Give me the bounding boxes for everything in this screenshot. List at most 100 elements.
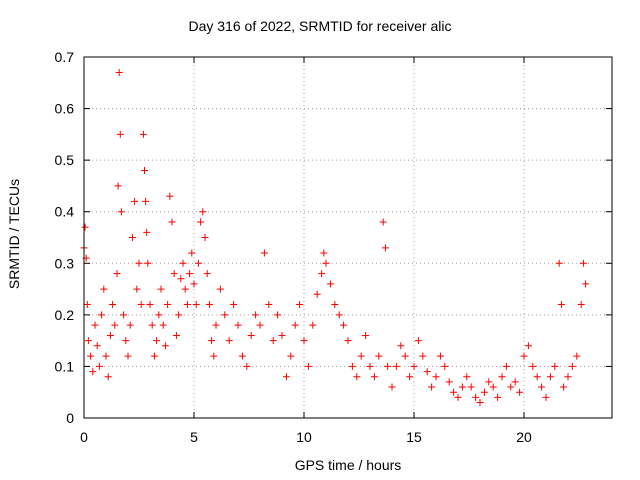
axis-ticks: 0 0.1 0.2 0.3 0.4 0.5 0.6 0.7 0 5 10 15 20 bbox=[55, 49, 612, 445]
data-point bbox=[309, 321, 317, 329]
data-point bbox=[494, 393, 502, 401]
x-axis-label: GPS time / hours bbox=[294, 457, 402, 473]
data-point bbox=[388, 383, 396, 391]
data-point bbox=[208, 337, 216, 345]
data-point bbox=[98, 311, 106, 319]
data-point bbox=[83, 301, 91, 309]
data-point bbox=[179, 259, 187, 267]
data-point bbox=[458, 383, 466, 391]
data-point bbox=[573, 352, 581, 360]
data-point bbox=[131, 197, 139, 205]
data-point bbox=[274, 311, 282, 319]
data-point bbox=[172, 331, 180, 339]
data-point bbox=[538, 383, 546, 391]
data-point bbox=[243, 362, 251, 370]
data-point bbox=[194, 259, 202, 267]
data-point bbox=[164, 301, 172, 309]
data-point bbox=[348, 362, 356, 370]
data-points bbox=[80, 68, 590, 407]
data-point bbox=[357, 352, 365, 360]
data-point bbox=[296, 301, 304, 309]
data-point bbox=[153, 337, 161, 345]
y-tick-label: 0.2 bbox=[55, 307, 75, 323]
data-point bbox=[529, 362, 537, 370]
data-point bbox=[406, 373, 414, 381]
data-point bbox=[150, 352, 158, 360]
x-tick-label: 5 bbox=[190, 429, 198, 445]
data-point bbox=[304, 362, 312, 370]
data-point bbox=[353, 373, 361, 381]
data-point bbox=[300, 337, 308, 345]
data-point bbox=[199, 208, 207, 216]
data-point bbox=[450, 388, 458, 396]
data-point bbox=[137, 301, 145, 309]
data-point bbox=[560, 383, 568, 391]
data-point bbox=[205, 301, 213, 309]
data-point bbox=[546, 373, 554, 381]
data-point bbox=[142, 197, 150, 205]
data-point bbox=[256, 321, 264, 329]
data-point bbox=[139, 130, 147, 138]
data-point bbox=[166, 192, 174, 200]
data-point bbox=[124, 352, 132, 360]
data-point bbox=[375, 352, 383, 360]
data-point bbox=[210, 352, 218, 360]
data-point bbox=[467, 383, 475, 391]
data-point bbox=[148, 321, 156, 329]
data-point bbox=[100, 285, 108, 293]
y-tick-label: 0 bbox=[66, 410, 74, 426]
y-tick-label: 0.1 bbox=[55, 358, 75, 374]
data-point bbox=[379, 218, 387, 226]
data-point bbox=[114, 182, 122, 190]
y-tick-label: 0.6 bbox=[55, 101, 75, 117]
data-point bbox=[445, 378, 453, 386]
data-point bbox=[463, 373, 471, 381]
data-point bbox=[212, 321, 220, 329]
grid-lines bbox=[84, 57, 612, 418]
data-point bbox=[384, 362, 392, 370]
data-point bbox=[313, 290, 321, 298]
data-point bbox=[557, 301, 565, 309]
data-point bbox=[414, 337, 422, 345]
data-point bbox=[480, 388, 488, 396]
data-point bbox=[533, 373, 541, 381]
data-point bbox=[238, 352, 246, 360]
data-point bbox=[190, 280, 198, 288]
data-point bbox=[577, 301, 585, 309]
chart-title: Day 316 of 2022, SRMTID for receiver ali… bbox=[188, 18, 452, 34]
data-point bbox=[362, 331, 370, 339]
data-point bbox=[331, 301, 339, 309]
data-point bbox=[291, 321, 299, 329]
data-point bbox=[159, 321, 167, 329]
data-point bbox=[340, 321, 348, 329]
data-point bbox=[230, 301, 238, 309]
data-point bbox=[320, 249, 328, 257]
data-point bbox=[183, 301, 191, 309]
data-point bbox=[401, 352, 409, 360]
data-point bbox=[366, 362, 374, 370]
y-tick-label: 0.3 bbox=[55, 255, 75, 271]
data-point bbox=[436, 352, 444, 360]
data-point bbox=[177, 275, 185, 283]
data-point bbox=[344, 337, 352, 345]
data-point bbox=[326, 280, 334, 288]
data-point bbox=[524, 342, 532, 350]
data-point bbox=[155, 311, 163, 319]
data-point bbox=[91, 321, 99, 329]
data-point bbox=[109, 301, 117, 309]
data-point bbox=[113, 270, 121, 278]
data-point bbox=[146, 301, 154, 309]
data-point bbox=[432, 373, 440, 381]
data-point bbox=[135, 259, 143, 267]
data-point bbox=[551, 362, 559, 370]
plot-frame bbox=[83, 56, 613, 419]
data-point bbox=[381, 244, 389, 252]
x-tick-label: 15 bbox=[406, 429, 422, 445]
data-point bbox=[104, 373, 112, 381]
data-point bbox=[102, 352, 110, 360]
data-point bbox=[81, 223, 89, 231]
data-point bbox=[116, 130, 124, 138]
data-point bbox=[186, 270, 194, 278]
data-point bbox=[568, 362, 576, 370]
